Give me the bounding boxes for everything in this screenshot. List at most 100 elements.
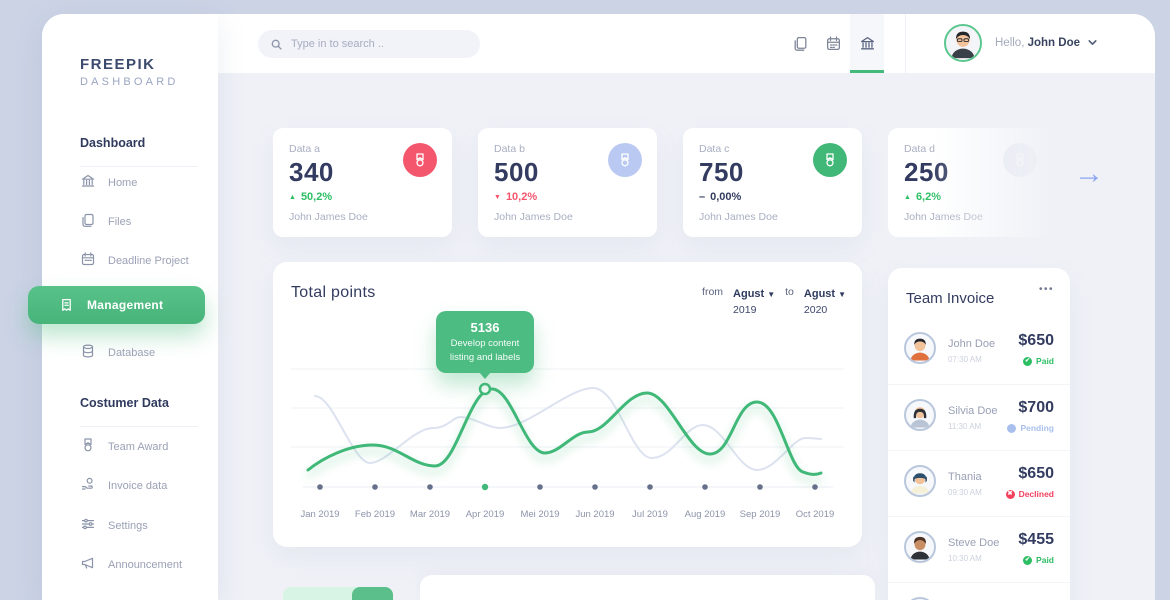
sidebar-item-home[interactable]: Home (80, 173, 210, 193)
stat-label: Data c (699, 143, 730, 155)
avatar (904, 332, 936, 364)
invoice-row[interactable]: John Doe 07:30 AM $650 ✔ Paid (888, 318, 1070, 384)
brand-line2: DASHBOARD (80, 76, 179, 88)
chart-title: Total points (291, 284, 376, 301)
invoice-row[interactable]: Steve Doe 10:30 AM $455 ✔ Paid (888, 516, 1070, 582)
trend-value: 0,00% (710, 191, 742, 203)
caret-down-icon: ▼ (838, 290, 846, 299)
app-container: Hello, John Doe FREEPIK DASHBOARD Dashbo… (28, 14, 1155, 600)
invoice-amount: $455 (1018, 531, 1054, 548)
user-avatar[interactable] (944, 24, 982, 62)
bottom-card-fragment (420, 575, 875, 600)
x-tick: Sep 2019 (739, 509, 781, 520)
receipt-icon (58, 297, 75, 314)
status-badge: ✔ Paid (1023, 356, 1054, 366)
stat-card-data-b[interactable]: Data b 500 ▼ 10,2% John James Doe (478, 128, 657, 237)
x-tick: Jun 2019 (575, 509, 615, 520)
x-tick: Jul 2019 (632, 509, 668, 520)
section-title-dashboard: Dashboard (80, 136, 146, 150)
medal-icon (403, 143, 437, 177)
tooltip-value: 5136 (470, 320, 500, 335)
topbar: Hello, John Doe (218, 14, 1155, 73)
sidebar-item-label: Home (108, 177, 138, 189)
medal-icon (608, 143, 642, 177)
divider (80, 166, 198, 167)
status-badge: ✖ Declined (1005, 489, 1054, 499)
to-label: to (785, 286, 794, 298)
trend-up-icon: ▲ (289, 193, 296, 201)
sidebar-item-team-award[interactable]: Team Award (80, 437, 210, 457)
sidebar-item-deadline-project[interactable]: Deadline Project (80, 251, 210, 271)
avatar (904, 465, 936, 497)
search-icon (270, 38, 283, 51)
bank-icon (80, 173, 96, 194)
trend-flat-icon: – (699, 191, 706, 203)
sidebar-item-label: Announcement (108, 559, 182, 571)
sidebar: FREEPIK DASHBOARD Dashboard Home Files (28, 14, 218, 600)
search-bar[interactable] (258, 30, 480, 58)
trend-down-icon: ▼ (494, 193, 501, 201)
stat-owner: John James Doe (699, 211, 778, 223)
stat-owner: John James Doe (494, 211, 573, 223)
status-label: Pending (1020, 423, 1054, 433)
stat-card-data-d[interactable]: Data d 250 ▲ 6,2% John James Doe (888, 128, 1052, 237)
to-month-select[interactable]: Agust ▼ 2020 (804, 284, 846, 316)
trend-value: 50,2% (300, 191, 333, 203)
invoice-amount: $700 (1018, 399, 1054, 416)
caret-down-icon: ▼ (767, 290, 776, 299)
greeting-text: Hello, John Doe (995, 37, 1080, 49)
legend-toggle-fragment[interactable] (283, 587, 393, 600)
database-icon (80, 343, 96, 364)
sidebar-item-label: Settings (108, 520, 148, 532)
status-label: Paid (1036, 555, 1054, 565)
to-year-value: 2020 (803, 304, 828, 316)
series-secondary-line (314, 386, 822, 472)
stat-label: Data d (904, 143, 935, 155)
sidebar-item-label: Management (87, 298, 164, 312)
sidebar-item-invoice-data[interactable]: Invoice data (80, 476, 210, 496)
calendar-icon[interactable] (816, 14, 850, 73)
from-month-select[interactable]: Agust ▼ 2019 (733, 284, 775, 316)
x-tick: Mar 2019 (409, 509, 451, 520)
megaphone-icon (80, 555, 96, 576)
sidebar-item-announcement[interactable]: Announcement (80, 555, 210, 575)
line-chart[interactable] (273, 262, 862, 547)
declined-x-icon: ✖ (1005, 489, 1015, 499)
calendar-icon (80, 251, 96, 272)
invoice-amount: $650 (1018, 465, 1054, 482)
x-tick: Apr 2019 (465, 509, 505, 520)
sidebar-item-database[interactable]: Database (80, 343, 210, 363)
month-dots (317, 483, 818, 491)
to-month-value: Agust (803, 288, 836, 300)
tooltip-line2: listing and labels (449, 352, 521, 363)
invoice-row[interactable]: Silvia Doe 11:30 AM $700 Pending (888, 384, 1070, 450)
sidebar-item-settings[interactable]: Settings (80, 516, 210, 536)
stat-card-data-c[interactable]: Data c 750 – 0,00% John James Doe (683, 128, 862, 237)
avatar (904, 399, 936, 431)
sliders-icon (80, 516, 96, 537)
brand-logo: FREEPIK DASHBOARD (80, 56, 178, 88)
active-month-dot (481, 483, 489, 491)
avatar (904, 531, 936, 563)
bank-icon[interactable] (850, 14, 884, 73)
total-points-chart-card: Total points from Agust ▼ 2019 to Agust ▼ … (273, 262, 862, 547)
overflow-menu-icon[interactable]: ••• (1038, 284, 1054, 295)
chevron-down-icon[interactable] (1086, 36, 1099, 54)
invoice-row[interactable]: Thania 09:30 AM $650 ✖ Declined (888, 450, 1070, 516)
search-input[interactable] (291, 38, 461, 50)
copy-icon[interactable] (783, 14, 817, 73)
sidebar-item-files[interactable]: Files (80, 212, 210, 232)
stat-value: 250 (904, 157, 949, 187)
paid-check-icon: ✔ (1023, 555, 1033, 565)
divider (80, 426, 198, 427)
gridlines (291, 368, 844, 488)
stat-value: 500 (494, 157, 539, 187)
invoice-row-partial (888, 582, 1070, 600)
stat-card-data-a[interactable]: Data a 340 ▲ 50,2% John James Doe (273, 128, 452, 237)
sidebar-item-management[interactable]: Management (28, 286, 205, 324)
invoice-name: Silvia Doe (948, 405, 998, 417)
invoice-name: Steve Doe (948, 537, 1000, 549)
carousel-next-arrow-icon[interactable]: → (1074, 157, 1104, 190)
team-invoice-title: Team Invoice (906, 290, 995, 307)
status-label: Declined (1018, 489, 1054, 499)
